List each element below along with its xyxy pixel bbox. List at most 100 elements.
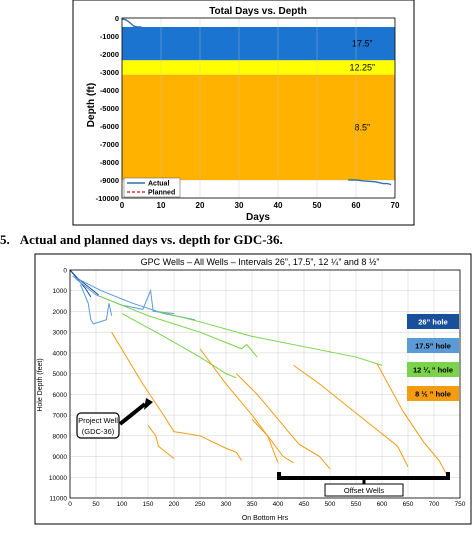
figure-number: 5. (0, 232, 10, 247)
chart1-x-tick-label: 0 (120, 201, 125, 210)
figure-caption-text: Actual and planned days vs. depth for GD… (19, 232, 283, 247)
chart2-y-label: Hole Depth (feet) (37, 358, 44, 411)
chart2-x-label: On Bottom Hrs (242, 515, 289, 522)
chart2-series-line (293, 364, 409, 468)
chart1-y-tick-label: -6000 (100, 122, 119, 131)
chart1-legend-actual-label: Actual (148, 181, 169, 188)
chart2-x-tick-label: 400 (273, 501, 284, 508)
chart2-series-line (101, 296, 258, 358)
chart1-series (121, 18, 392, 186)
chart2-y-tick-label: 2000 (53, 309, 68, 316)
chart2-series-line (69, 269, 99, 296)
chart2-x-tick-label: 250 (195, 501, 206, 508)
chart1-x-tick-label: 70 (391, 201, 400, 210)
chart1-x-tick-label: 10 (157, 201, 166, 210)
chart1-band (122, 27, 395, 61)
chart1-y-tick-label: -2000 (100, 50, 119, 59)
chart2-x-tick-label: 200 (169, 501, 180, 508)
project-well-label: Project Well (78, 416, 118, 425)
chart2-y-tick-label: 0 (63, 268, 67, 275)
chart1-plot-border (121, 17, 396, 199)
chart1-band-label: 17.5” (352, 39, 373, 49)
chart2-x-tick-label: 550 (351, 501, 362, 508)
chart2-x-tick-label: 300 (221, 501, 232, 508)
chart2-y-tick-label: 7000 (53, 413, 68, 420)
chart2-frame (34, 253, 472, 525)
chart1-x-label: Days (246, 212, 270, 223)
chart2-x-tick-label: 500 (325, 501, 336, 508)
project-well-callout: Project Well (GDC-36) (76, 398, 153, 439)
chart2-series-line (376, 363, 448, 476)
chart2-x-tick-label: 50 (92, 501, 100, 508)
chart2-y-tick-label: 4000 (53, 350, 68, 357)
chart2-series-line (111, 331, 243, 461)
chart2-series-line (158, 310, 383, 366)
chart1-y-label: Depth (ft) (86, 83, 97, 127)
chart1-y-tick-label: -10000 (96, 194, 119, 203)
chart2-x-tick-label: 100 (117, 501, 128, 508)
chart2-legend-swatch (407, 314, 459, 329)
chart2-series-line (79, 284, 113, 325)
chart1-y-tick-label: -7000 (100, 140, 119, 149)
chart2-title: GPC Wells – All Wells – Intervals 26”, 1… (141, 257, 380, 267)
chart2-y-tick-label: 11000 (49, 496, 67, 503)
chart2-series-line (147, 425, 175, 460)
offset-wells-callout: Offset Wells (277, 472, 450, 497)
chart1-title: Total Days vs. Depth (209, 6, 307, 17)
chart2-y-tick-label: 10000 (49, 475, 67, 482)
chart1-x-tick-label: 30 (235, 201, 244, 210)
chart2-y-tick-label: 8000 (53, 433, 68, 440)
chart2-plot-border (69, 269, 461, 499)
chart1-y-tick-label: -4000 (100, 86, 119, 95)
chart2-series-line (121, 313, 237, 379)
chart2-y-tick-label: 3000 (53, 330, 68, 337)
chart2-legend-label: 26” hole (418, 318, 448, 327)
offset-wells-label: Offset Wells (344, 486, 384, 495)
chart1-band (122, 60, 395, 75)
chart2-x-tick-label: 700 (429, 501, 440, 508)
chart2-y-tick-label: 6000 (53, 392, 68, 399)
chart1-x-tick-label: 20 (196, 201, 205, 210)
chart2-ticks: 0100020003000400050006000700080009000100… (49, 268, 466, 509)
chart2-series-line (74, 277, 175, 315)
chart1-y-tick-label: -9000 (100, 176, 119, 185)
chart2-legend-swatch (407, 338, 459, 353)
offset-wells-box (324, 483, 404, 497)
chart2-series-line (199, 348, 279, 463)
chart1-series-actual-end (348, 179, 392, 186)
chart1-y-tick-label: -3000 (100, 68, 119, 77)
chart2-x-tick-label: 600 (377, 501, 388, 508)
figure-caption: 5. Actual and planned days vs. depth for … (0, 232, 474, 248)
chart1-y-tick-label: -8000 (100, 158, 119, 167)
project-well-arrowhead (144, 398, 153, 410)
chart1-y-tick-label: -5000 (100, 104, 119, 113)
chart2-series-line (251, 418, 294, 464)
chart1-legend: Actual Planned (123, 177, 181, 198)
chart1-bands: 17.5” 12.25” 8.5” (122, 27, 395, 180)
chart2-x-tick-label: 450 (299, 501, 310, 508)
chart2-legend: 26” hole 17.5” hole 12 ¼ ” hole 8 ½ ” hole (407, 314, 459, 401)
chart2-y-tick-label: 9000 (53, 454, 68, 461)
chart1-x-tick-label: 50 (313, 201, 322, 210)
project-well-box (76, 412, 120, 439)
chart2-legend-label: 12 ¼ ” hole (413, 366, 453, 375)
project-well-arrow (118, 402, 147, 426)
chart2-legend-label: 17.5” hole (415, 342, 451, 351)
chart2-series-line (236, 373, 331, 470)
chart1-ticks: 0 -1000 -2000 -3000 -4000 -5000 -6000 -7000 -800… (96, 14, 400, 210)
chart2-y-tick-label: 5000 (53, 371, 68, 378)
chart2-y-tick-label: 1000 (53, 288, 68, 295)
chart1-band (122, 74, 395, 180)
chart2-legend-label: 8 ½ ” hole (415, 390, 451, 399)
project-well-label-line2: (GDC-36) (82, 427, 115, 436)
chart1-band-label: 8.5” (354, 122, 370, 132)
chart2-x-tick-label: 0 (68, 501, 72, 508)
chart2-legend-swatch (407, 362, 459, 377)
chart1-y-tick-label: 0 (115, 14, 119, 23)
chart2-legend-swatch (407, 386, 459, 401)
chart2-x-tick-label: 150 (143, 501, 154, 508)
chart1-band-label: 12.25” (349, 63, 375, 73)
chart1-x-tick-label: 40 (274, 201, 283, 210)
chart2-x-tick-label: 350 (247, 501, 258, 508)
